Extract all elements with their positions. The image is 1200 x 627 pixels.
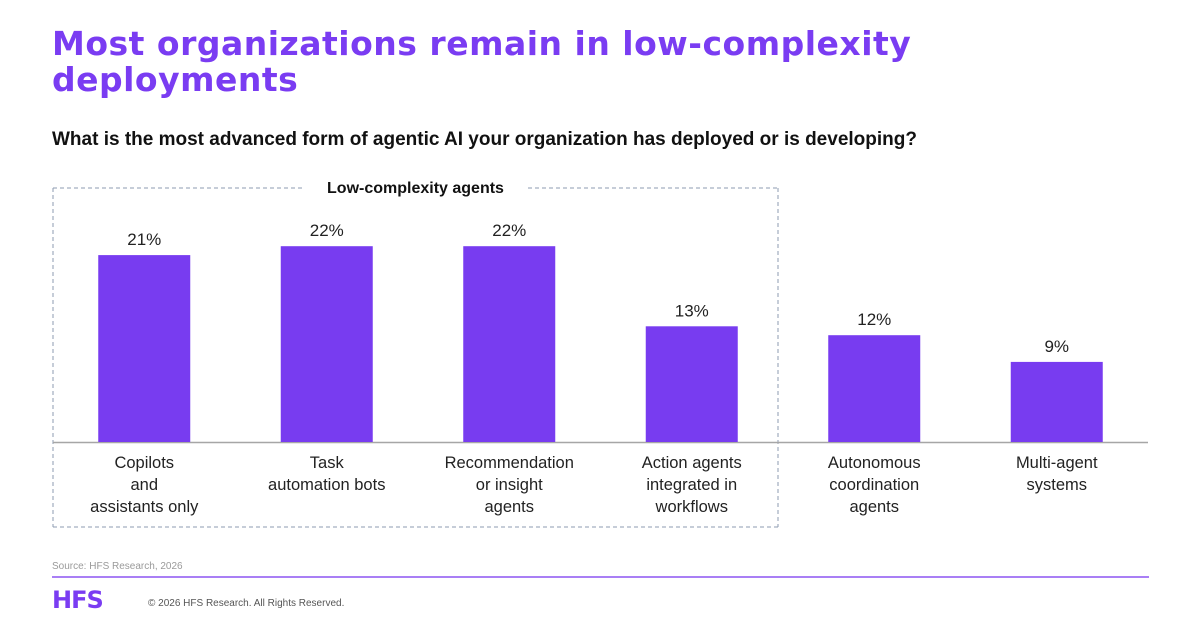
data-label-0: 21% xyxy=(127,230,161,249)
category-label-4-line-1: coordination xyxy=(829,476,919,494)
category-label-1-line-1: automation bots xyxy=(268,476,385,494)
page-title: Most organizations remain in low-complex… xyxy=(52,24,912,99)
category-label-0-line-0: Copilots xyxy=(114,454,174,472)
category-label-5-line-1: systems xyxy=(1026,476,1087,494)
category-label-2-line-2: agents xyxy=(484,498,534,516)
category-label-0-line-2: assistants only xyxy=(90,498,199,516)
data-label-3: 13% xyxy=(675,301,709,320)
chart-question: What is the most advanced form of agenti… xyxy=(52,129,917,150)
data-label-5: 9% xyxy=(1044,337,1069,356)
data-label-2: 22% xyxy=(492,221,526,240)
category-label-3-line-1: integrated in xyxy=(646,476,737,494)
category-label-0-line-1: and xyxy=(130,476,158,494)
category-label-1-line-0: Task xyxy=(310,454,345,472)
footer-divider xyxy=(52,576,1149,578)
bar-2 xyxy=(463,246,556,442)
category-label-5-line-0: Multi-agent xyxy=(1016,454,1098,472)
copyright-text: © 2026 HFS Research. All Rights Reserved… xyxy=(148,598,345,609)
group-box-label: Low-complexity agents xyxy=(327,180,504,197)
bar-1 xyxy=(280,246,373,442)
bar-3 xyxy=(645,326,738,442)
data-label-1: 22% xyxy=(310,221,344,240)
source-note: Source: HFS Research, 2026 xyxy=(52,561,183,572)
data-label-4: 12% xyxy=(857,310,891,329)
category-label-2-line-0: Recommendation xyxy=(445,454,574,472)
category-label-4-line-0: Autonomous xyxy=(828,454,921,472)
category-label-2-line-1: or insight xyxy=(476,476,543,494)
bar-4 xyxy=(828,335,921,442)
category-label-4-line-2: agents xyxy=(849,498,899,516)
hfs-logo: HFS xyxy=(52,586,104,614)
bar-0 xyxy=(98,255,191,442)
bar-5 xyxy=(1010,361,1103,442)
category-label-3-line-2: workflows xyxy=(655,498,728,516)
bar-chart: Low-complexity agents 21% Copilots and assis… xyxy=(52,180,1148,528)
category-label-3-line-0: Action agents xyxy=(642,454,742,472)
